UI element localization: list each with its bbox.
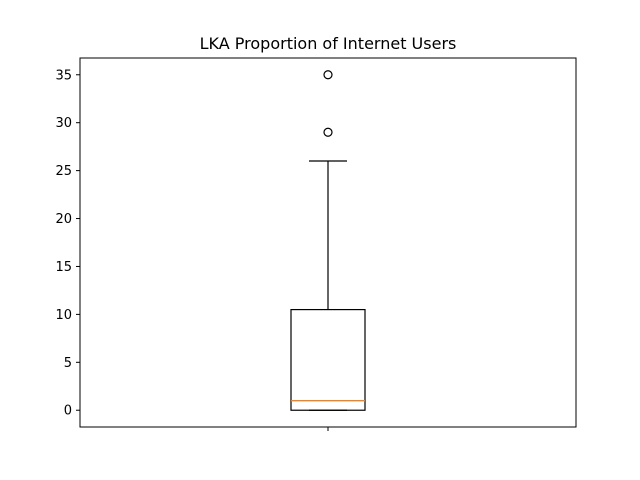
- y-tick-label-5: 25: [55, 164, 72, 179]
- y-tick-label-3: 15: [55, 260, 72, 275]
- outlier-point-1: [323, 70, 333, 80]
- outlier-point-0: [323, 127, 333, 137]
- y-tick-label-4: 20: [55, 212, 72, 227]
- box-series-0: [290, 70, 366, 411]
- iqr-box: [290, 308, 366, 411]
- box-plot-marks: [290, 70, 366, 411]
- y-tick-label-0: 0: [64, 404, 72, 419]
- chart-title: LKA Proportion of Internet Users: [200, 34, 457, 53]
- y-tick-label-6: 30: [55, 116, 72, 131]
- y-tick-label-7: 35: [55, 68, 72, 83]
- y-axis: 0 5 10 15 20 25 30 35: [55, 68, 80, 419]
- y-tick-label-1: 5: [64, 356, 72, 371]
- y-tick-label-2: 10: [55, 308, 72, 323]
